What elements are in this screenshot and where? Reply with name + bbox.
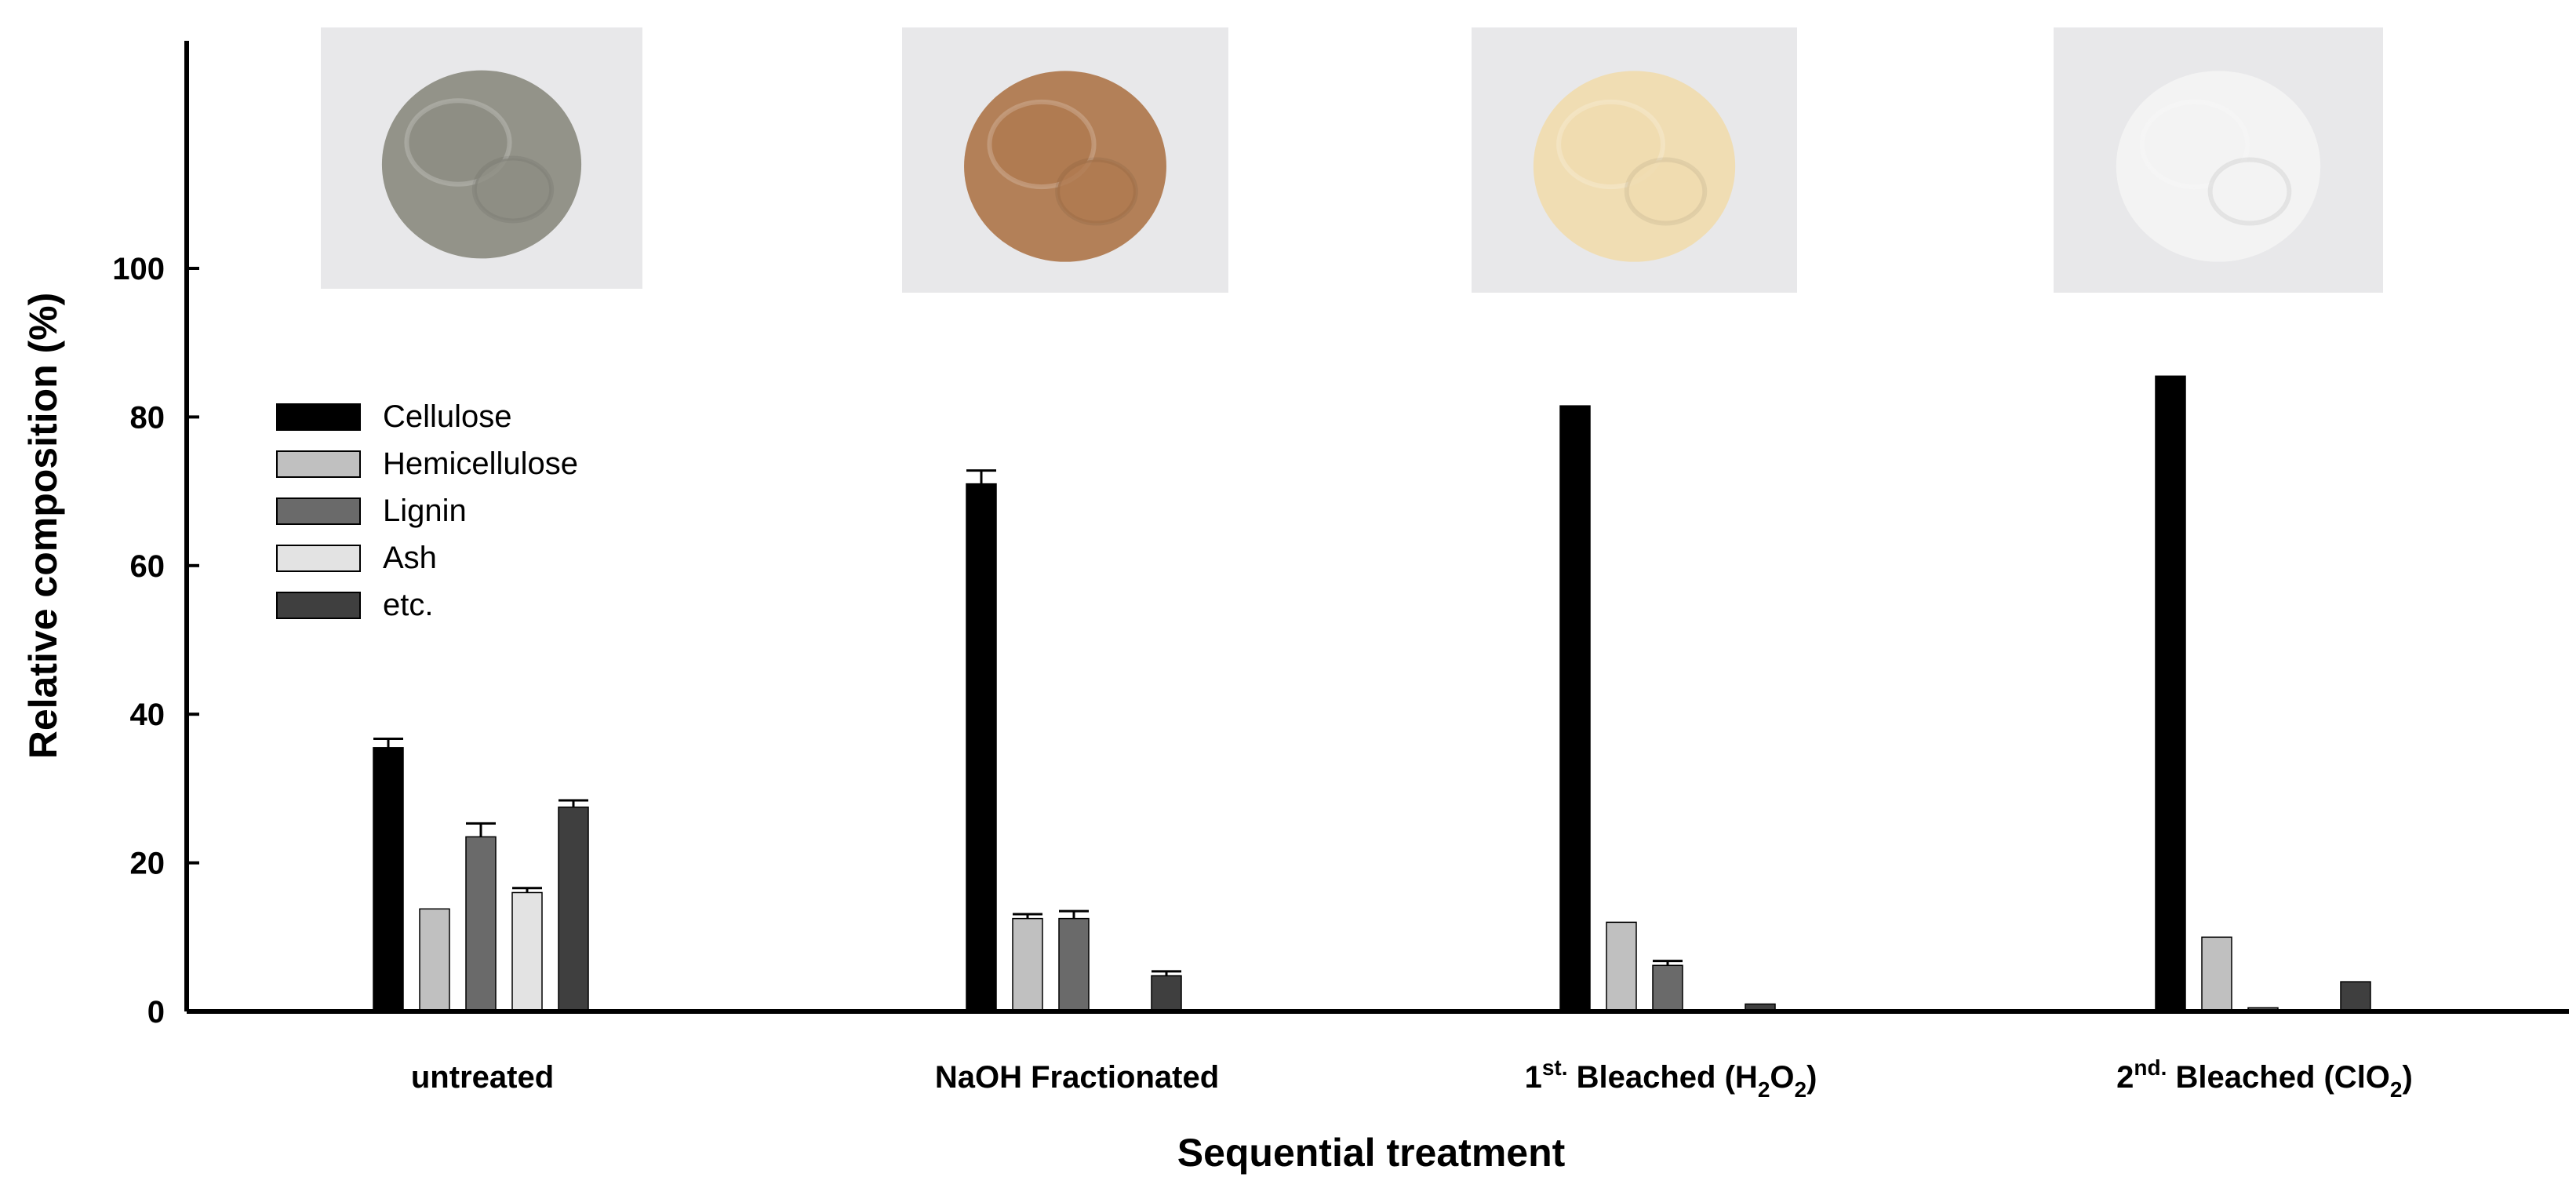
naoh-sample-photo [902,27,1228,293]
x-category-label: untreated [411,1060,554,1095]
clo2-sample-photo [2054,27,2383,293]
y-tick-label: 100 [112,252,165,286]
legend-label: Ash [383,541,437,575]
y-axis-title: Relative composition (%) [21,293,65,760]
h2o2-sample-photo [1472,27,1797,293]
x-category-label: 1st. Bleached (H2O2) [1525,1055,1817,1102]
legend-swatch [276,450,361,478]
bar-cellulose [2155,375,2186,1012]
bar-lignin [1652,964,1683,1012]
x-category-label: 2nd. Bleached (ClO2) [2116,1055,2413,1102]
bar-hemicellulose [1606,921,1637,1012]
bar-cellulose [1559,405,1591,1012]
bars-group [373,375,2371,1012]
y-tick-label: 0 [147,995,165,1030]
bar-lignin [1058,917,1090,1012]
bar-cellulose [373,747,404,1012]
bar-etc [558,806,589,1012]
axes-group [184,41,2569,1014]
bar-hemicellulose [419,908,450,1012]
x-labels-group: untreated NaOH Fractionated 1st. Bleached … [411,1055,2413,1102]
legend-label: etc. [383,588,433,622]
bar-etc [2340,981,2371,1012]
x-category-label: NaOH Fractionated [935,1060,1219,1095]
legend-label: Hemicellulose [383,446,578,481]
sample-photos [321,27,2383,293]
legend-swatch [276,545,361,572]
legend-swatch [276,403,361,431]
y-ticks-group: 0 20 40 60 80 100 [112,252,199,1030]
y-tick-label: 40 [130,698,166,732]
legend: Cellulose Hemicellulose Lignin Ash etc. [276,399,578,622]
legend-label: Cellulose [383,399,512,434]
y-tick-label: 60 [130,549,166,584]
bar-ash [511,891,543,1012]
bar-cellulose [966,483,997,1012]
x-axis-title: Sequential treatment [1177,1131,1566,1175]
bar-etc [1151,975,1182,1012]
untreated-sample-photo [321,27,642,289]
bar-lignin [465,836,497,1012]
legend-label: Lignin [383,494,467,528]
legend-swatch [276,592,361,619]
y-tick-label: 20 [130,847,166,881]
y-tick-label: 80 [130,400,166,435]
bar-hemicellulose [2201,936,2232,1012]
bar-hemicellulose [1012,917,1043,1012]
legend-swatch [276,497,361,525]
